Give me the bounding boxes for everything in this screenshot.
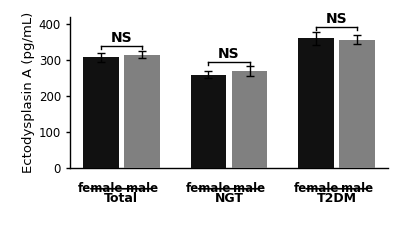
- Text: female: female: [78, 182, 124, 195]
- Bar: [83, 58, 119, 168]
- Text: female: female: [294, 182, 339, 195]
- Bar: [124, 55, 160, 168]
- Bar: [232, 71, 268, 168]
- Y-axis label: Ectodysplasin A (pg/mL): Ectodysplasin A (pg/mL): [22, 12, 34, 173]
- Bar: [190, 75, 226, 168]
- Bar: [298, 38, 334, 168]
- Text: T2DM: T2DM: [317, 192, 357, 205]
- Text: male: male: [341, 182, 373, 195]
- Bar: [339, 40, 375, 168]
- Text: NS: NS: [110, 31, 132, 44]
- Text: NS: NS: [218, 47, 240, 61]
- Text: Total: Total: [104, 192, 138, 205]
- Text: NGT: NGT: [214, 192, 244, 205]
- Text: male: male: [234, 182, 266, 195]
- Text: male: male: [126, 182, 158, 195]
- Text: NS: NS: [326, 12, 348, 25]
- Text: female: female: [186, 182, 231, 195]
